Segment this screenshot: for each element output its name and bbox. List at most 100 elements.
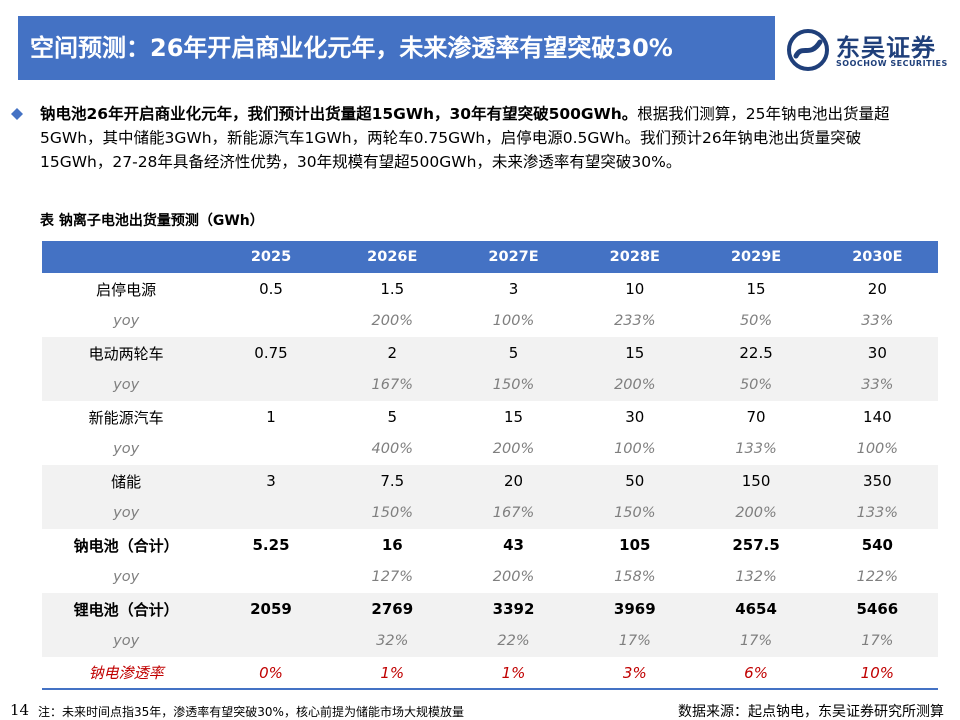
value-cell: 0.5 (259, 280, 283, 298)
table-header-cell: 2029E (695, 241, 817, 273)
value-cell: 17% (574, 625, 696, 657)
row-label-cell: yoy (42, 497, 211, 529)
table-row: yoy 150% 167% 150% 200% 133% (42, 497, 938, 529)
value-cell: 16 (381, 536, 403, 554)
value-cell: 20 (867, 280, 887, 298)
value-cell: 140 (863, 408, 892, 426)
table-row: 电动两轮车 0.75 2 5 15 22.5 30 (42, 337, 938, 369)
row-label-cell: 电动两轮车 (42, 337, 211, 369)
value-cell: 15 (746, 280, 766, 298)
value-cell: 5.25 (252, 536, 290, 554)
value-cell: 3% (622, 663, 647, 682)
value-cell: 20 (452, 465, 575, 497)
value-cell: 3392 (452, 593, 575, 625)
table-row: 储能 3 7.5 20 50 150 350 (42, 465, 938, 497)
value-cell: 100% (614, 441, 656, 457)
table-row: 锂电池（合计） 2059 2769 3392 3969 4654 5466 (42, 593, 938, 625)
value-cell (210, 433, 331, 465)
summary-body-text: 根据我们测算，25年钠电池出货量超5GWh，其中储能3GWh，新能源汽车1GWh… (40, 105, 890, 171)
table-header-cell: 2026E (331, 241, 453, 273)
table-header-cell: 2025 (210, 241, 332, 273)
row-label-cell: yoy (42, 625, 211, 657)
value-cell (210, 497, 332, 529)
value-cell: 3 (210, 465, 332, 497)
table-row: 钠电渗透率 0% 1% 1% 3% 6% 10% (42, 657, 938, 689)
row-label-cell: yoy (113, 441, 140, 457)
row-label-cell: 储能 (42, 465, 211, 497)
value-cell: 1% (380, 663, 405, 682)
table-row: 启停电源 0.5 1.5 3 10 15 20 (42, 273, 938, 305)
value-cell: 50 (574, 465, 696, 497)
value-cell: 2769 (331, 593, 453, 625)
table-header-row: 2025 2026E 2027E 2028E 2029E 2030E (42, 241, 938, 273)
value-cell (210, 305, 331, 337)
value-cell: 0% (259, 663, 283, 682)
value-cell: 0.75 (210, 337, 332, 369)
value-cell: 100% (856, 441, 899, 457)
table-header-cell (42, 241, 211, 273)
value-cell: 233% (614, 313, 656, 329)
table-header-cell: 2030E (816, 241, 938, 273)
value-cell: 30 (816, 337, 938, 369)
value-cell: 200% (492, 441, 535, 457)
value-cell: 3969 (574, 593, 696, 625)
row-label-cell: yoy (113, 313, 140, 329)
value-cell: 1% (501, 663, 526, 682)
value-cell: 17% (816, 625, 938, 657)
value-cell (210, 561, 331, 593)
logo-chinese-name: 东吴证券 (836, 34, 936, 62)
page-number: 14 (10, 701, 30, 719)
value-cell: 127% (371, 569, 413, 585)
row-label-cell: yoy (42, 369, 211, 401)
table-row: 钠电池（合计） 5.25 16 43 105 257.5 540 (42, 529, 938, 561)
value-cell: 5 (452, 337, 575, 369)
value-cell: 400% (371, 441, 413, 457)
value-cell: 3 (508, 280, 519, 298)
value-cell: 33% (861, 313, 894, 329)
value-cell: 5 (387, 408, 398, 426)
value-cell: 1.5 (380, 280, 405, 298)
table-header-cell: 2028E (574, 241, 696, 273)
value-cell: 540 (861, 536, 893, 554)
soochow-logo-icon (787, 29, 829, 71)
value-cell: 50% (739, 313, 773, 329)
table-row: yoy 32% 22% 17% 17% 17% (42, 625, 938, 657)
value-cell: 4654 (695, 593, 817, 625)
value-cell: 15 (503, 408, 524, 426)
value-cell: 5466 (816, 593, 938, 625)
value-cell: 150 (695, 465, 817, 497)
value-cell: 132% (735, 569, 777, 585)
soochow-logo: 东吴证券 SOOCHOW SECURITIES (786, 26, 947, 76)
row-label-cell: 新能源汽车 (88, 408, 164, 427)
value-cell: 22.5 (695, 337, 817, 369)
value-cell: 15 (574, 337, 696, 369)
value-cell: 70 (746, 408, 766, 426)
row-label-cell: 启停电源 (96, 280, 157, 299)
footnote: 注：未来时间点指35年，渗透率有望突破30%，核心前提为储能市场大规模放量 (38, 705, 464, 719)
value-cell: 133% (735, 441, 777, 457)
value-cell: 2 (331, 337, 453, 369)
value-cell: 167% (452, 497, 575, 529)
value-cell: 50% (695, 369, 817, 401)
value-cell: 32% (331, 625, 453, 657)
value-cell: 2059 (210, 593, 332, 625)
value-cell: 100% (492, 313, 535, 329)
value-cell: 1 (266, 408, 276, 426)
value-cell: 150% (574, 497, 696, 529)
row-label-cell: yoy (113, 569, 140, 585)
value-cell: 350 (816, 465, 938, 497)
value-cell (210, 369, 332, 401)
value-cell: 167% (331, 369, 453, 401)
value-cell: 200% (492, 569, 535, 585)
table-row: yoy 167% 150% 200% 50% 33% (42, 369, 938, 401)
row-label-cell: 锂电池（合计） (42, 593, 211, 625)
data-source: 数据来源：起点钠电，东吴证券研究所测算 (678, 704, 944, 720)
value-cell: 10 (625, 280, 645, 298)
table-header-cell: 2027E (452, 241, 575, 273)
value-cell: 6% (744, 663, 768, 682)
table-row: yoy 400% 200% 100% 133% 100% (42, 433, 938, 465)
table-row: yoy 127% 200% 158% 132% 122% (42, 561, 938, 593)
value-cell (210, 625, 332, 657)
row-label-cell: 钠电池（合计） (73, 536, 179, 555)
summary-bold-text: 钠电池26年开启商业化元年，我们预计出货量超15GWh，30年有望突破500GW… (40, 105, 638, 123)
